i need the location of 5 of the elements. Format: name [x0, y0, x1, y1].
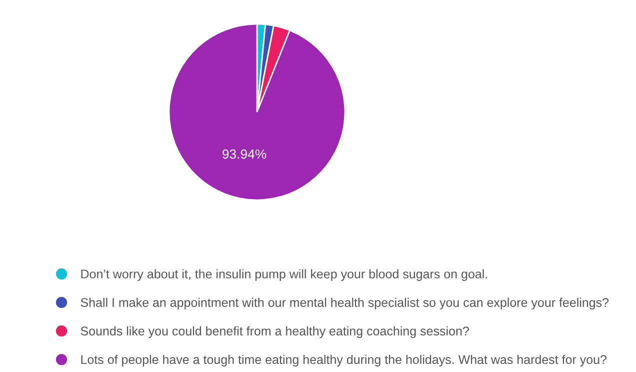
legend-label: Shall I make an appointment with our mental health specialist so you can explore your feelings? — [80, 298, 609, 310]
legend-label: Sounds like you could benefit from a healthy eating coaching session? — [80, 326, 469, 338]
legend-label: Don’t worry about it, the insulin pump will keep your blood sugars on goal. — [81, 269, 487, 281]
legend-label: Lots of people have a tough time eating healthy during the holidays. What was hardest for you? — [81, 354, 607, 366]
data-label: 93.94% — [222, 149, 266, 159]
